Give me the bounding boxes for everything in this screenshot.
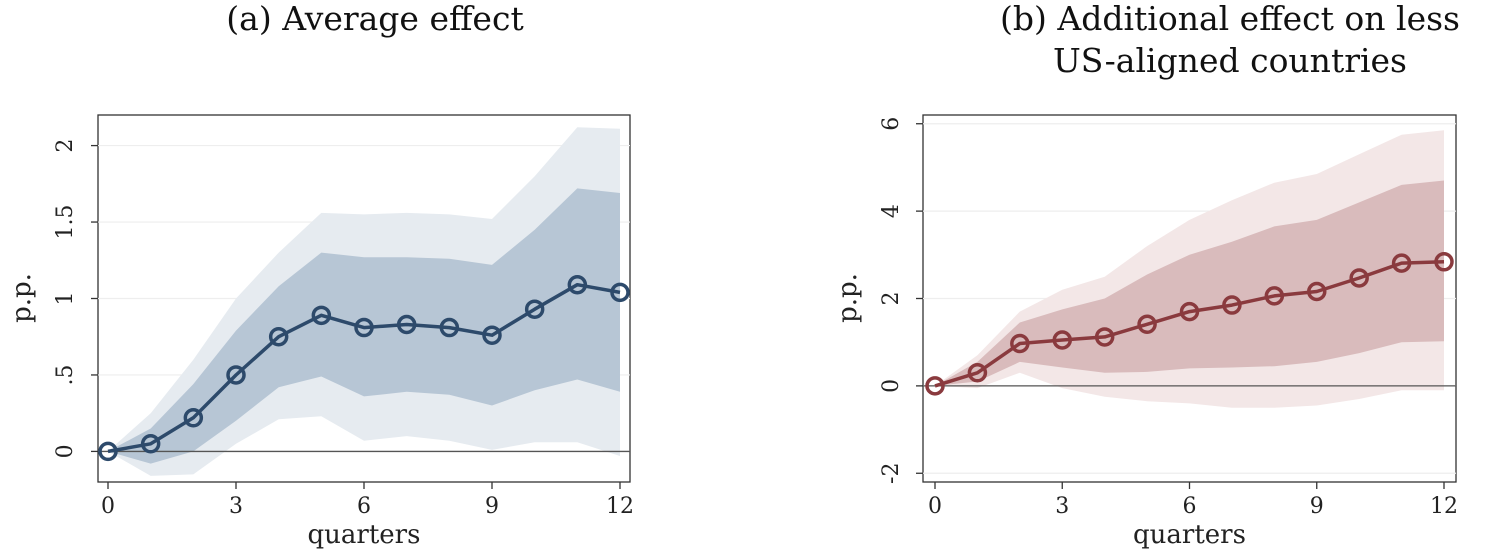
data-point bbox=[1391, 253, 1412, 273]
data-point bbox=[311, 305, 332, 326]
data-point bbox=[1264, 286, 1285, 306]
y-tick-label: -2 bbox=[879, 463, 904, 484]
data-point bbox=[1307, 281, 1327, 302]
x-tick-label: 3 bbox=[229, 494, 243, 519]
data-point bbox=[98, 441, 118, 462]
data-point bbox=[1349, 268, 1369, 288]
data-point bbox=[1010, 333, 1030, 354]
data-point bbox=[1052, 330, 1072, 350]
data-point bbox=[1434, 252, 1454, 272]
x-tick-label: 9 bbox=[485, 494, 499, 519]
data-point bbox=[354, 317, 374, 338]
data-point bbox=[1179, 301, 1200, 322]
data-point bbox=[226, 365, 246, 385]
data-point bbox=[925, 376, 945, 396]
data-point bbox=[1222, 295, 1242, 315]
data-point bbox=[140, 434, 161, 454]
data-point bbox=[967, 363, 988, 383]
x-tick-label: 12 bbox=[606, 494, 634, 519]
data-point bbox=[567, 274, 588, 295]
x-tick-label: 0 bbox=[101, 494, 115, 519]
panel-b-title: (b) Additional effect on less US-aligned… bbox=[960, 0, 1492, 82]
data-point bbox=[524, 299, 545, 319]
data-point bbox=[183, 408, 204, 428]
x-axis-title: quarters bbox=[308, 520, 421, 550]
x-tick-label: 0 bbox=[928, 494, 942, 519]
x-tick-label: 6 bbox=[357, 494, 371, 519]
y-tick-label: 4 bbox=[879, 204, 904, 218]
inner-confidence-band bbox=[935, 180, 1444, 386]
y-tick-label: 1 bbox=[53, 292, 78, 306]
chart-average-effect: 0 3 6 9 12 0 .5 1 1.5 2 quarters p.p. bbox=[7, 114, 634, 550]
series-line bbox=[934, 260, 1445, 388]
x-tick-label: 3 bbox=[1055, 494, 1069, 519]
y-tick-label: 2 bbox=[879, 292, 904, 306]
y-axis-title: p.p. bbox=[7, 273, 37, 323]
y-tick-label: 0 bbox=[53, 444, 78, 458]
y-axis-title: p.p. bbox=[833, 273, 863, 323]
data-point bbox=[1137, 314, 1157, 335]
y-tick-label: 0 bbox=[879, 379, 904, 393]
panel-a-title-text: (a) Average effect bbox=[226, 0, 524, 38]
data-point bbox=[396, 314, 417, 335]
panel-b-title-line1: (b) Additional effect on less bbox=[1000, 0, 1460, 38]
data-point bbox=[1094, 327, 1115, 347]
panel-a-title: (a) Average effect bbox=[180, 0, 570, 40]
x-tick-label: 12 bbox=[1430, 494, 1458, 519]
data-point bbox=[268, 326, 289, 347]
data-point bbox=[439, 317, 460, 338]
y-tick-label: 2 bbox=[53, 139, 78, 153]
y-tick-label: .5 bbox=[53, 364, 78, 385]
y-tick-label: 1.5 bbox=[53, 205, 78, 240]
x-tick-label: 9 bbox=[1310, 494, 1324, 519]
x-tick-label: 6 bbox=[1183, 494, 1197, 519]
y-tick-label: 6 bbox=[879, 117, 904, 131]
panel-b-title-line2: US-aligned countries bbox=[1053, 41, 1407, 80]
series-line bbox=[107, 282, 621, 454]
x-axis-title: quarters bbox=[1133, 520, 1246, 550]
data-point bbox=[610, 282, 630, 303]
data-point bbox=[482, 325, 502, 345]
